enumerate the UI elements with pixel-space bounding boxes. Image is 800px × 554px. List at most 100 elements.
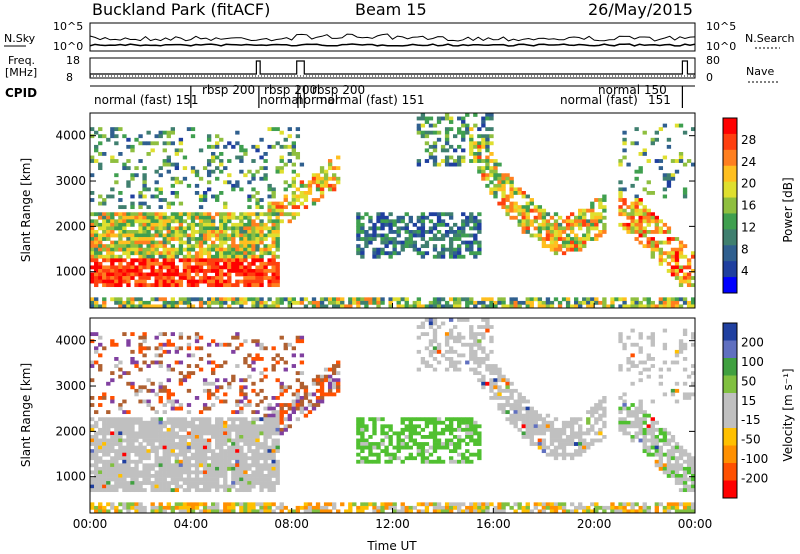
power-cell — [259, 251, 263, 255]
velocity-cell — [582, 449, 586, 453]
velocity-cell — [243, 502, 247, 506]
power-cell — [639, 223, 643, 227]
velocity-cell — [630, 414, 634, 418]
power-cell — [126, 280, 130, 284]
power-cell — [469, 251, 473, 255]
power-cell — [586, 297, 590, 301]
velocity-cell — [163, 442, 167, 446]
power-cell — [142, 234, 146, 238]
velocity-cell — [179, 506, 183, 510]
velocity-cell — [175, 474, 179, 478]
velocity-cell — [106, 446, 110, 450]
velocity-cell — [647, 353, 651, 357]
power-cell — [671, 269, 675, 273]
velocity-cell — [457, 453, 461, 457]
velocity-cell — [453, 442, 457, 446]
velocity-cell — [497, 385, 501, 389]
power-cell — [675, 276, 679, 280]
velocity-cell — [243, 435, 247, 439]
velocity-cell — [687, 396, 691, 400]
power-cell — [223, 248, 227, 252]
velocity-cell — [372, 431, 376, 435]
velocity-cell — [530, 410, 534, 414]
power-cell — [203, 212, 207, 216]
power-cell — [203, 219, 207, 223]
power-cell — [98, 163, 102, 167]
power-cell — [263, 301, 267, 305]
power-cell — [134, 237, 138, 241]
velocity-cell — [473, 332, 477, 336]
power-cell — [288, 219, 292, 223]
power-cell — [219, 216, 223, 220]
velocity-cell — [546, 453, 550, 457]
velocity-cell — [312, 403, 316, 407]
power-cell — [296, 187, 300, 191]
power-cell — [94, 131, 98, 135]
velocity-cell — [360, 424, 364, 428]
velocity-cell — [187, 485, 191, 489]
power-cell — [550, 248, 554, 252]
power-cell — [522, 301, 526, 305]
velocity-cell — [94, 460, 98, 464]
velocity-cell — [679, 346, 683, 350]
power-cell — [191, 280, 195, 284]
power-cell — [146, 301, 150, 305]
power-cell — [122, 234, 126, 238]
colorbar-tick-label: 16 — [741, 199, 756, 213]
power-cell — [489, 191, 493, 195]
power-cell — [284, 212, 288, 216]
power-cell — [211, 223, 215, 227]
power-cell — [509, 177, 513, 181]
velocity-cell — [195, 442, 199, 446]
velocity-cell — [90, 456, 94, 460]
velocity-cell — [110, 460, 114, 464]
power-cell — [199, 244, 203, 248]
power-cell — [598, 216, 602, 220]
velocity-cell — [267, 407, 271, 411]
power-cell — [570, 226, 574, 230]
velocity-cell — [155, 424, 159, 428]
velocity-cell — [554, 506, 558, 510]
velocity-cell — [215, 364, 219, 368]
velocity-cell — [288, 403, 292, 407]
power-cell — [235, 280, 239, 284]
velocity-cell — [183, 470, 187, 474]
velocity-cell — [679, 339, 683, 343]
velocity-cell — [469, 502, 473, 506]
velocity-cell — [94, 442, 98, 446]
velocity-cell — [647, 453, 651, 457]
velocity-cell — [130, 460, 134, 464]
power-cell — [223, 166, 227, 170]
power-cell — [586, 209, 590, 213]
power-cell — [134, 273, 138, 277]
power-cell — [340, 301, 344, 305]
power-cell — [142, 180, 146, 184]
velocity-cell — [247, 403, 251, 407]
power-cell — [530, 198, 534, 202]
power-cell — [195, 230, 199, 234]
velocity-cell — [469, 428, 473, 432]
power-cell — [171, 226, 175, 230]
power-cell — [284, 205, 288, 209]
velocity-cell — [98, 488, 102, 492]
velocity-cell — [449, 357, 453, 361]
power-cell — [449, 117, 453, 121]
power-cell — [235, 156, 239, 160]
velocity-cell — [554, 431, 558, 435]
power-cell — [263, 234, 267, 238]
velocity-cell — [328, 385, 332, 389]
velocity-cell — [272, 364, 276, 368]
power-cell — [179, 141, 183, 145]
velocity-cell — [159, 460, 163, 464]
power-cell — [570, 248, 574, 252]
velocity-cell — [90, 481, 94, 485]
velocity-cell — [207, 382, 211, 386]
velocity-cell — [429, 431, 433, 435]
power-cell — [401, 241, 405, 245]
power-cell — [239, 148, 243, 152]
power-cell — [175, 273, 179, 277]
power-cell — [203, 226, 207, 230]
velocity-cell — [179, 463, 183, 467]
velocity-cell — [663, 428, 667, 432]
power-cell — [94, 262, 98, 266]
